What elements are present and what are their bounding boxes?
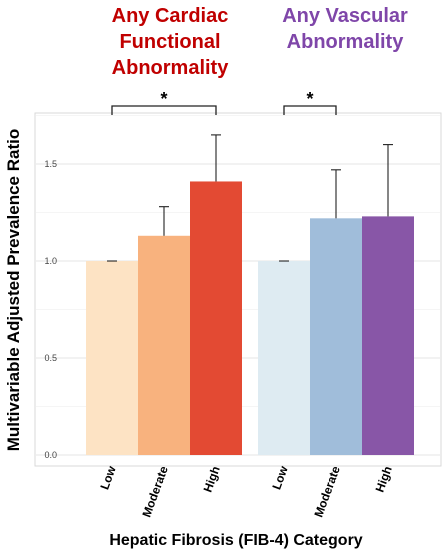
category-labels: Low Moderate High Low Moderate High — [97, 464, 394, 520]
significance-marker: * — [306, 89, 313, 109]
bar-low — [258, 261, 310, 455]
significance-bracket — [111, 105, 217, 115]
y-tick-label: 0.0 — [44, 450, 57, 460]
category-label-high: High — [373, 464, 395, 494]
error-bars — [107, 134, 393, 262]
bar-moderate — [310, 218, 362, 455]
cardiac-title-line-3: Abnormality — [111, 57, 229, 79]
significance-marker: * — [160, 89, 167, 109]
vascular-title-line-2: Abnormality — [286, 31, 404, 53]
category-label-high: High — [201, 464, 223, 494]
cardiac-group-title: Any Cardiac Functional Abnormality — [60, 3, 280, 81]
y-tick-label: 1.5 — [44, 159, 57, 169]
category-label-moderate: Moderate — [311, 464, 343, 519]
bars — [86, 181, 414, 455]
significance-brackets: * * — [111, 89, 337, 115]
cardiac-title-line-2: Functional — [119, 31, 221, 53]
bar-low — [86, 261, 138, 455]
x-axis-label: Hepatic Fibrosis (FIB-4) Category — [109, 532, 362, 549]
category-label-moderate: Moderate — [139, 464, 171, 519]
bar-moderate — [138, 235, 190, 455]
bar-high — [190, 181, 242, 455]
y-axis-label: Multivariable Adjusted Prevalence Ratio — [4, 129, 23, 451]
y-tick-label: 0.5 — [44, 353, 57, 363]
y-tick-label: 1.0 — [44, 256, 57, 266]
category-label-low: Low — [97, 464, 119, 492]
vascular-title-line-1: Any Vascular — [282, 5, 408, 27]
y-axis-ticks: 0.0 0.5 1.0 1.5 — [44, 159, 57, 460]
vascular-group-title: Any Vascular Abnormality — [250, 3, 440, 55]
significance-bracket — [283, 105, 337, 115]
category-label-low: Low — [269, 464, 291, 492]
bar-high — [362, 216, 414, 455]
cardiac-title-line-1: Any Cardiac — [111, 5, 229, 27]
